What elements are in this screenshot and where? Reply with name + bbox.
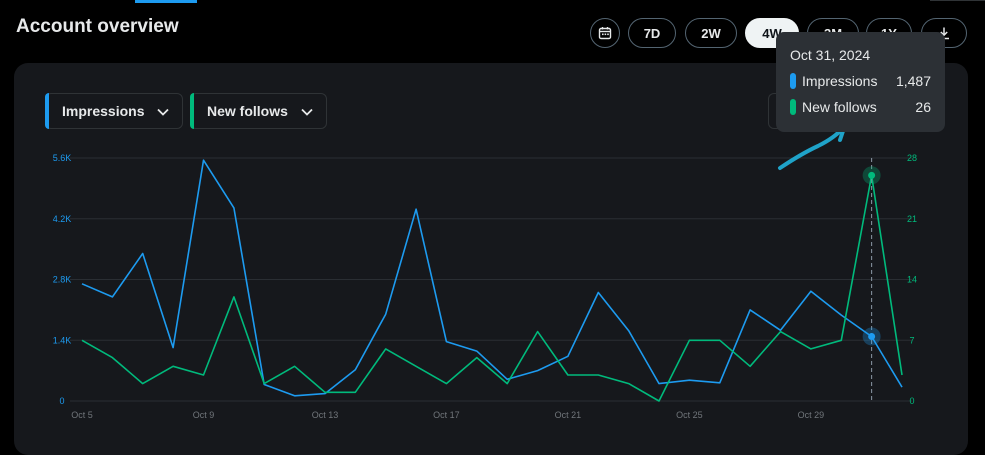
x-tick-label: Oct 17 bbox=[433, 410, 460, 420]
x-tick-label: Oct 5 bbox=[71, 410, 93, 420]
hover-markers bbox=[862, 158, 881, 401]
tooltip-new-follows-label: New follows bbox=[802, 99, 877, 115]
y-right-tick-label: 28 bbox=[907, 153, 917, 163]
top-divider bbox=[930, 0, 985, 1]
y-left-tick-label: 1.4K bbox=[53, 335, 72, 345]
impressions-selector-label: Impressions bbox=[62, 103, 145, 119]
x-tick-label: Oct 29 bbox=[798, 410, 825, 420]
y-axis-left: 0 1.4K 2.8K 4.2K 5.6K bbox=[53, 153, 72, 406]
y-right-tick-label: 7 bbox=[909, 335, 914, 345]
series-line-new-follows bbox=[81, 174, 903, 402]
x-tick-label: Oct 21 bbox=[555, 410, 582, 420]
y-right-tick-label: 14 bbox=[907, 275, 917, 285]
new-follows-swatch bbox=[790, 99, 796, 115]
x-axis: Oct 5 Oct 9 Oct 13 Oct 17 Oct 21 Oct 25 Oct 29 bbox=[71, 410, 824, 420]
tooltip-row-new-follows: New follows 26 bbox=[790, 97, 931, 117]
x-tick-label: Oct 9 bbox=[193, 410, 215, 420]
x-tick-label: Oct 13 bbox=[312, 410, 339, 420]
chevron-down-icon bbox=[157, 108, 169, 116]
impressions-swatch bbox=[790, 73, 796, 89]
tooltip-new-follows-value: 26 bbox=[915, 99, 931, 115]
chart-grid bbox=[70, 157, 912, 402]
new-follows-selector[interactable]: New follows bbox=[190, 93, 327, 129]
tooltip-date: Oct 31, 2024 bbox=[790, 47, 871, 63]
hover-point bbox=[868, 171, 876, 179]
range-2w-button[interactable]: 2W bbox=[685, 18, 737, 48]
range-7d-button[interactable]: 7D bbox=[628, 18, 676, 48]
y-axis-right: 0 7 14 21 28 bbox=[907, 153, 917, 406]
y-left-tick-label: 4.2K bbox=[53, 214, 72, 224]
chevron-down-icon bbox=[301, 108, 313, 116]
y-right-tick-label: 21 bbox=[907, 214, 917, 224]
tooltip-impressions-value: 1,487 bbox=[895, 73, 931, 89]
tooltip-row-impressions: Impressions 1,487 bbox=[790, 71, 931, 91]
impressions-selector[interactable]: Impressions bbox=[45, 93, 183, 129]
new-follows-color-bar bbox=[190, 93, 194, 129]
y-left-tick-label: 2.8K bbox=[53, 275, 72, 285]
y-right-tick-label: 0 bbox=[909, 396, 914, 406]
series-line-impressions bbox=[81, 159, 903, 397]
page-title: Account overview bbox=[16, 16, 179, 37]
data-tooltip: Oct 31, 2024 Impressions 1,487 New follo… bbox=[776, 32, 945, 132]
active-tab-indicator bbox=[135, 0, 197, 3]
calendar-icon bbox=[598, 27, 612, 40]
chart-series bbox=[81, 159, 903, 402]
y-left-tick-label: 0 bbox=[59, 396, 64, 406]
hover-point bbox=[868, 332, 876, 340]
calendar-button[interactable] bbox=[590, 18, 620, 48]
y-left-tick-label: 5.6K bbox=[53, 153, 72, 163]
new-follows-selector-label: New follows bbox=[207, 103, 288, 119]
tooltip-impressions-label: Impressions bbox=[802, 73, 878, 89]
x-tick-label: Oct 25 bbox=[676, 410, 703, 420]
impressions-color-bar bbox=[45, 93, 49, 129]
